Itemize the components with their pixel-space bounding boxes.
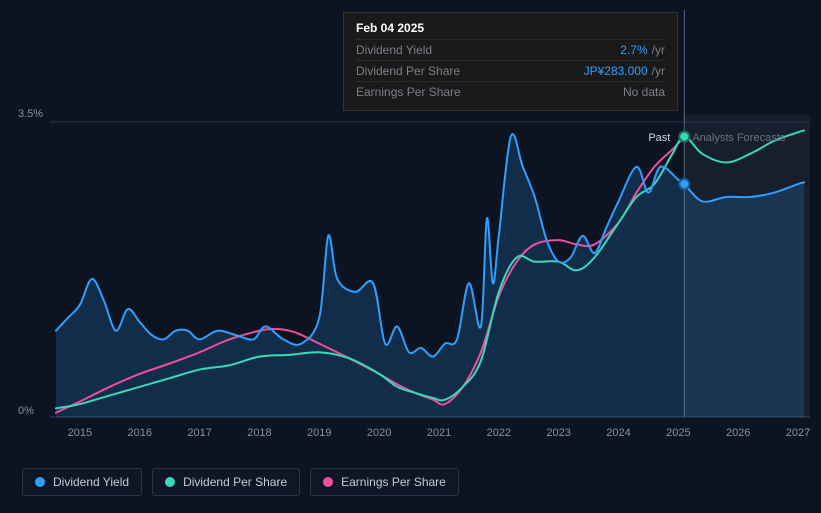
series-marker	[679, 179, 689, 189]
legend-dot-icon	[323, 477, 333, 487]
tooltip-row-label: Dividend Yield	[356, 43, 432, 57]
x-axis-label: 2020	[367, 427, 391, 439]
x-axis-label: 2021	[427, 427, 451, 439]
tooltip-row-label: Earnings Per Share	[356, 85, 461, 99]
x-axis-label: 2016	[128, 427, 152, 439]
x-axis-label: 2018	[247, 427, 271, 439]
legend-label: Dividend Yield	[53, 475, 129, 489]
legend-dot-icon	[35, 477, 45, 487]
tooltip-date: Feb 04 2025	[356, 21, 665, 35]
tooltip-row-value: JP¥283.000/yr	[584, 64, 665, 78]
tooltip-row: Dividend Per Share JP¥283.000/yr	[356, 60, 665, 81]
x-axis-label: 2024	[606, 427, 630, 439]
legend-dividend-yield[interactable]: Dividend Yield	[22, 468, 142, 496]
x-axis-label: 2023	[546, 427, 570, 439]
x-axis-label: 2022	[487, 427, 511, 439]
x-axis-label: 2025	[666, 427, 690, 439]
tooltip-row-label: Dividend Per Share	[356, 64, 460, 78]
past-label: Past	[648, 132, 670, 144]
legend-label: Earnings Per Share	[341, 475, 446, 489]
legend-dividend-per-share[interactable]: Dividend Per Share	[152, 468, 300, 496]
x-axis-label: 2015	[68, 427, 92, 439]
x-axis-label: 2019	[307, 427, 331, 439]
y-axis-label: 0%	[18, 405, 34, 417]
x-axis-label: 2017	[187, 427, 211, 439]
x-axis-label: 2027	[786, 427, 810, 439]
chart-legend: Dividend Yield Dividend Per Share Earnings…	[22, 468, 459, 496]
x-axis-label: 2026	[726, 427, 750, 439]
y-axis-label: 3.5%	[18, 108, 43, 120]
forecast-label: Analysts Forecasts	[692, 132, 785, 144]
tooltip-row: Dividend Yield 2.7%/yr	[356, 39, 665, 60]
legend-earnings-per-share[interactable]: Earnings Per Share	[310, 468, 459, 496]
tooltip-row-value: 2.7%/yr	[620, 43, 665, 57]
legend-dot-icon	[165, 477, 175, 487]
tooltip-row: Earnings Per Share No data	[356, 81, 665, 102]
series-marker	[679, 132, 689, 142]
legend-label: Dividend Per Share	[183, 475, 287, 489]
chart-tooltip: Feb 04 2025 Dividend Yield2.7%/yrDividen…	[343, 12, 678, 111]
tooltip-row-value: No data	[623, 85, 665, 99]
